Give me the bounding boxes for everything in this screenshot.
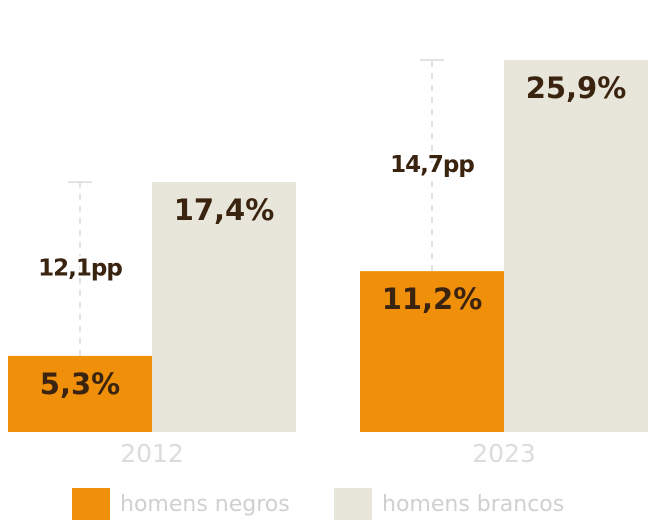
value-label: 25,9% (526, 71, 627, 105)
bar (504, 60, 648, 432)
bar (360, 271, 504, 432)
x-tick-label: 2023 (472, 439, 536, 468)
gap-label: 12,1pp (38, 255, 122, 281)
bar (8, 355, 152, 432)
legend-swatch (334, 488, 372, 520)
legend-label: homens negros (120, 492, 290, 517)
value-label: 17,4% (174, 193, 275, 227)
x-tick-label: 2012 (120, 439, 184, 468)
bar (152, 182, 296, 432)
legend-swatch (72, 488, 110, 520)
value-label: 11,2% (382, 282, 483, 316)
gap-label: 14,7pp (390, 152, 474, 178)
value-label: 5,3% (40, 367, 120, 401)
legend-label: homens brancos (382, 492, 564, 517)
